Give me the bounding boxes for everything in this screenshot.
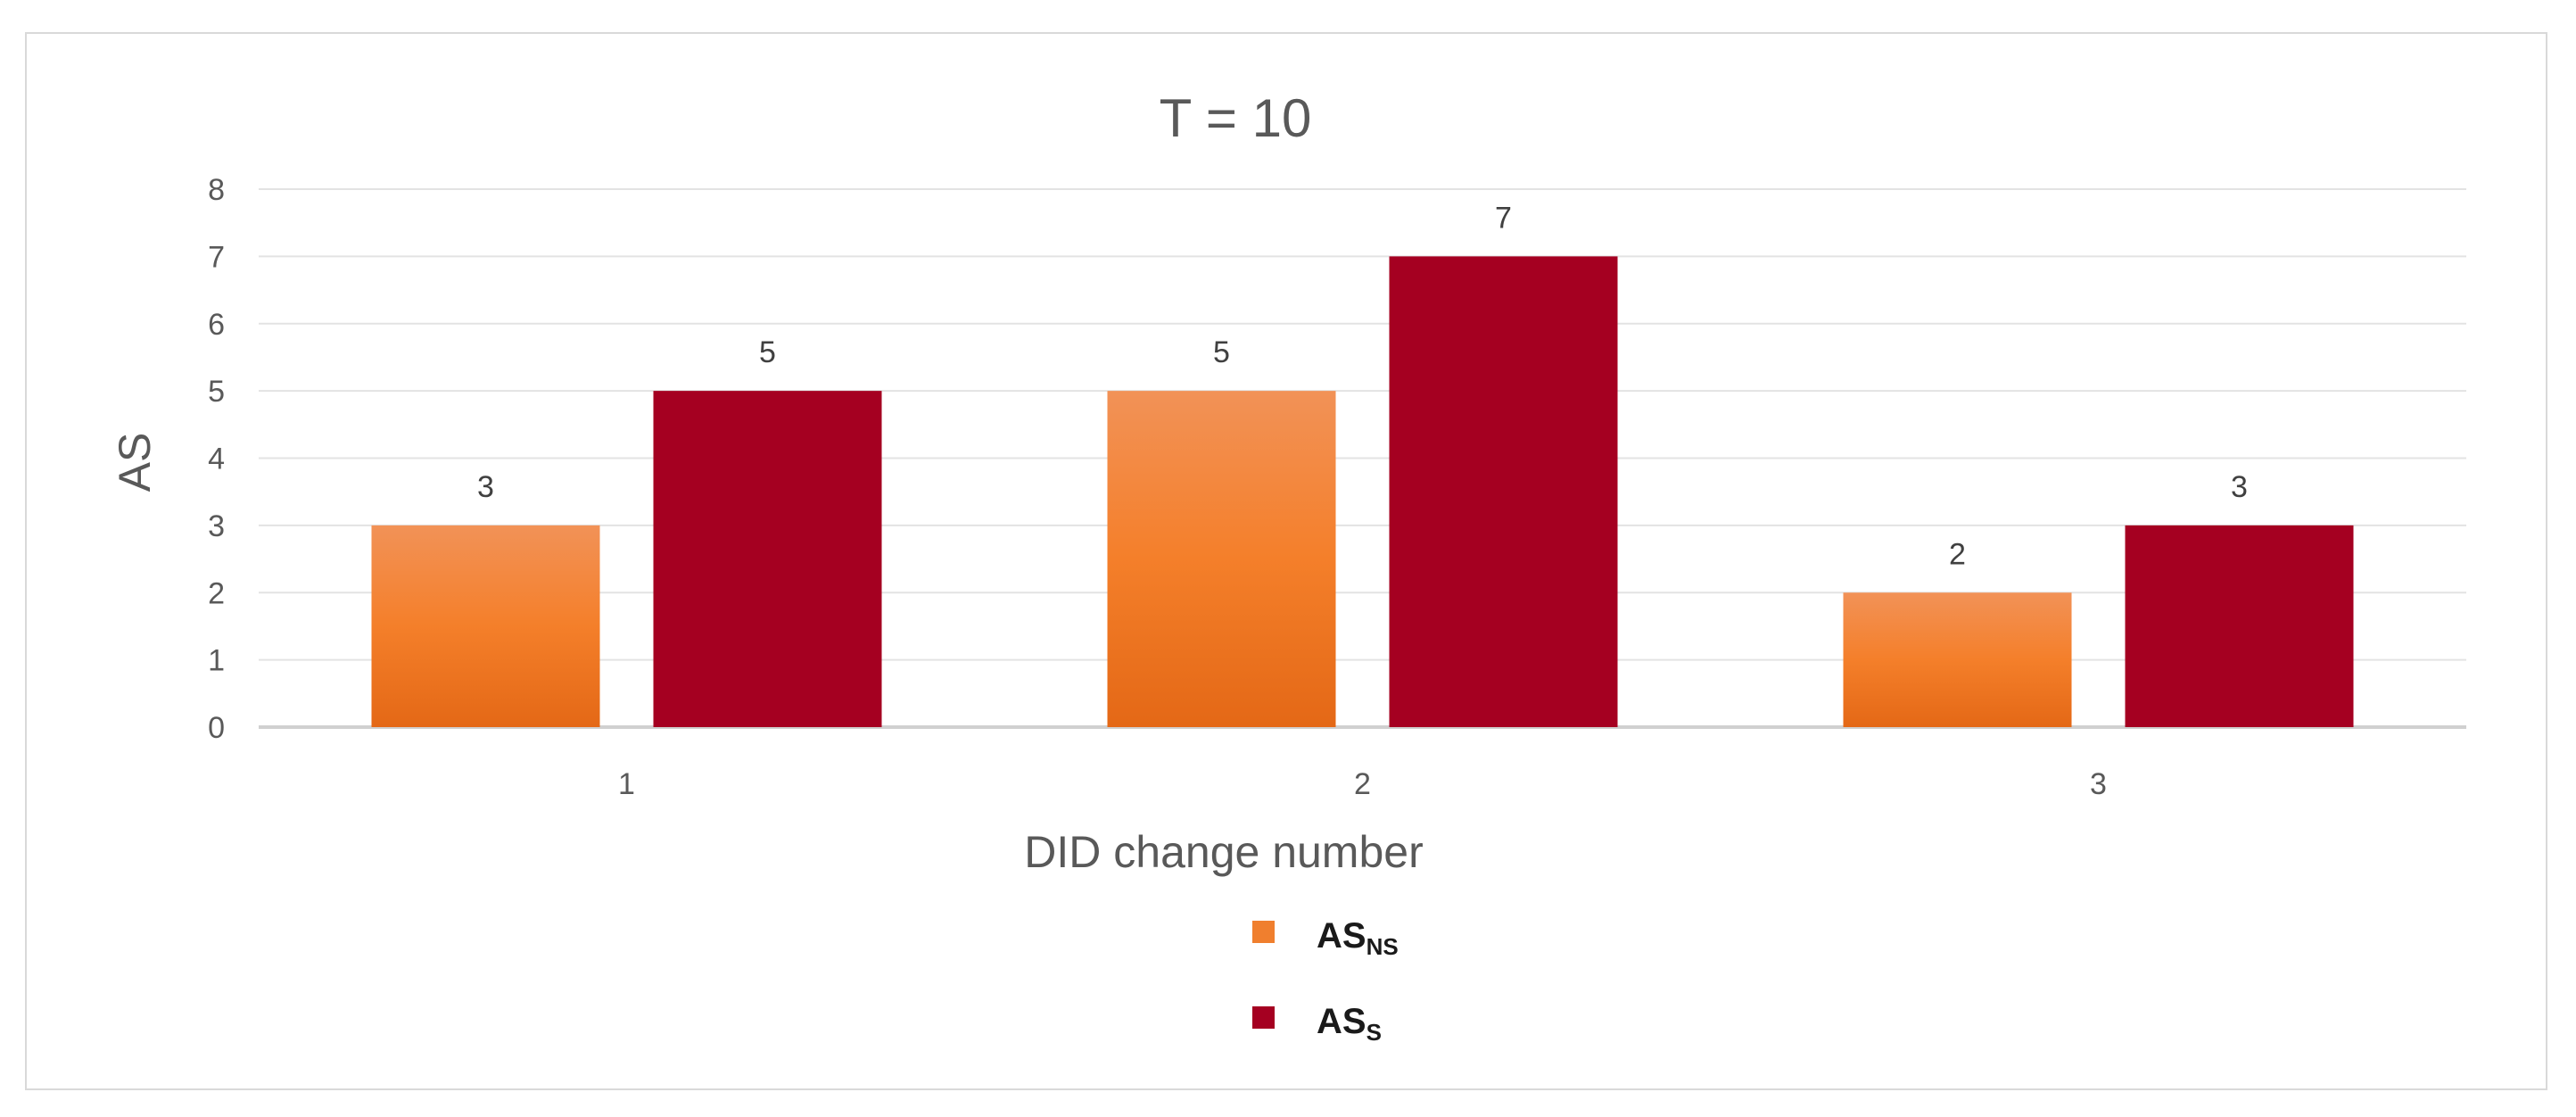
data-label-series-1-category-2: 5 bbox=[1213, 335, 1230, 369]
y-tick-label: 0 bbox=[208, 711, 225, 745]
legend-swatch-series-2 bbox=[1252, 1006, 1275, 1029]
legend-swatch-series-1 bbox=[1252, 921, 1275, 943]
data-label-series-2-category-1: 5 bbox=[759, 335, 776, 369]
x-axis-tick-labels: 1 2 3 bbox=[618, 767, 2107, 801]
data-label-series-1-category-3: 2 bbox=[1949, 537, 1966, 571]
y-tick-label: 7 bbox=[208, 240, 225, 274]
bar-series-2-category-3 bbox=[2125, 525, 2354, 727]
y-axis-tick-labels: 0 1 2 3 4 5 6 7 8 bbox=[208, 173, 225, 745]
bars bbox=[371, 256, 2354, 727]
x-tick-label: 2 bbox=[1354, 767, 1371, 801]
y-tick-label: 2 bbox=[208, 576, 225, 610]
y-tick-label: 5 bbox=[208, 375, 225, 409]
legend-label-series-1: ASNS bbox=[1317, 916, 1399, 960]
y-tick-label: 4 bbox=[208, 443, 225, 476]
bar-series-1-category-1 bbox=[371, 525, 600, 727]
bar-series-1-category-3 bbox=[1843, 592, 2072, 727]
legend-series-2-name: AS bbox=[1317, 1002, 1366, 1041]
legend: ASNS ASS bbox=[1252, 916, 1399, 1046]
y-tick-label: 1 bbox=[208, 644, 225, 678]
data-label-series-2-category-3: 3 bbox=[2231, 470, 2248, 504]
bar-series-2-category-1 bbox=[653, 391, 882, 727]
y-axis-title: AS bbox=[110, 433, 160, 492]
data-label-series-1-category-1: 3 bbox=[477, 470, 494, 504]
y-tick-label: 6 bbox=[208, 308, 225, 342]
y-tick-label: 3 bbox=[208, 509, 225, 543]
grid-lines bbox=[259, 188, 2466, 729]
legend-label-series-2: ASS bbox=[1317, 1002, 1382, 1046]
legend-series-1-name: AS bbox=[1317, 916, 1366, 956]
x-tick-label: 3 bbox=[2090, 767, 2107, 801]
chart-title: T = 10 bbox=[1160, 88, 1312, 148]
bar-series-2-category-2 bbox=[1389, 256, 1618, 727]
x-axis-title: DID change number bbox=[1024, 827, 1423, 877]
bar-series-1-category-2 bbox=[1107, 391, 1336, 727]
y-tick-label: 8 bbox=[208, 173, 225, 207]
data-labels: 3 5 5 7 2 3 bbox=[477, 201, 2248, 571]
legend-series-1-subscript: NS bbox=[1366, 933, 1399, 960]
legend-series-2-subscript: S bbox=[1366, 1019, 1382, 1046]
data-label-series-2-category-2: 7 bbox=[1495, 201, 1512, 235]
x-tick-label: 1 bbox=[618, 767, 635, 801]
